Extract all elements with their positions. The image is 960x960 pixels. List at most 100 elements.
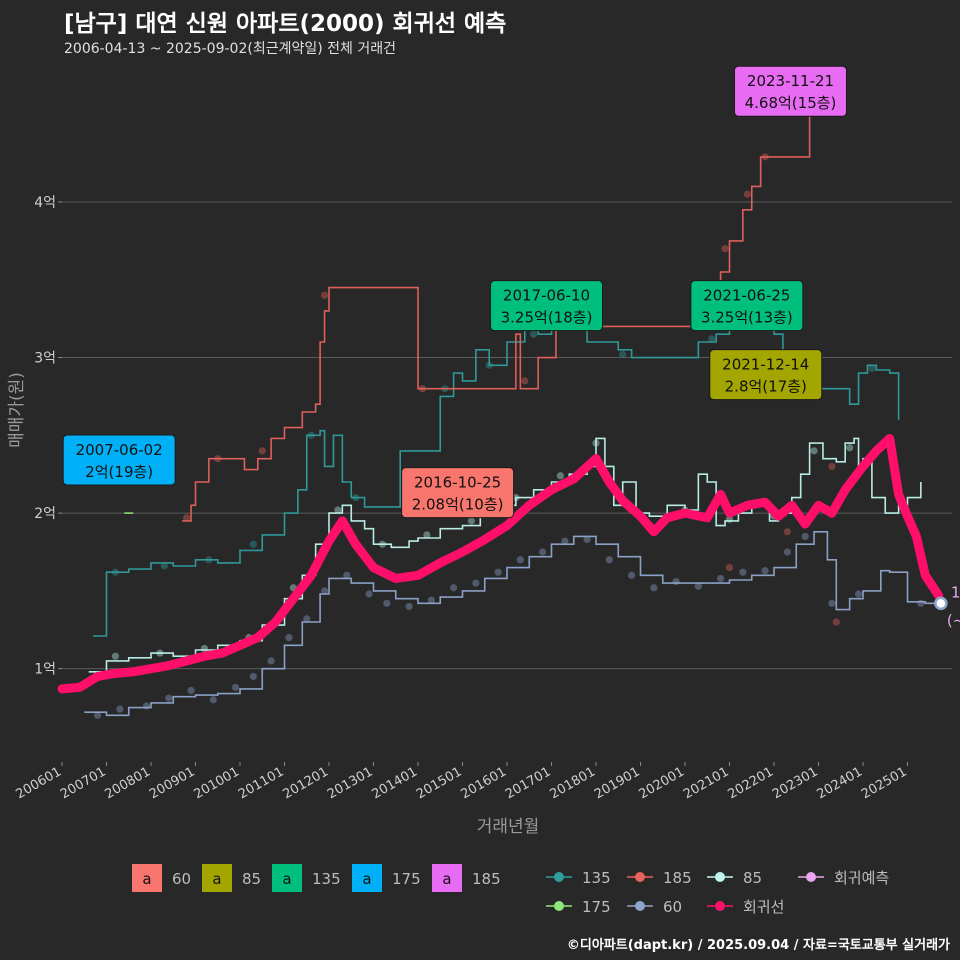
y-tick-label: 3억 [34, 351, 56, 367]
legend-point-swatch [554, 872, 564, 882]
legend-fill-key: a [282, 870, 291, 888]
legend-point-swatch [715, 872, 725, 882]
x-tick-label: 200801 [103, 764, 153, 802]
scatter-point-60 [94, 711, 102, 719]
scatter-point-60 [561, 537, 569, 545]
legend-fill-label: 175 [392, 870, 421, 888]
scatter-point-60 [405, 602, 413, 611]
callout-box [490, 280, 604, 332]
scatter-point-60 [761, 567, 769, 575]
scatter-point-185 [783, 528, 791, 536]
scatter-point-135 [619, 350, 627, 359]
scatter-point-185 [725, 563, 734, 572]
callout-value: 2억(19층) [85, 463, 153, 481]
scatter-point-185 [258, 447, 266, 455]
scatter-point-60 [650, 584, 658, 592]
scatter-point-60 [249, 672, 257, 681]
legend-point-swatch [635, 872, 645, 882]
x-tick-label: 201501 [414, 764, 464, 802]
forecast-value-label: 14,225 [951, 583, 960, 601]
callout-label: 2007-06-02 2억(19층) [62, 434, 176, 486]
callout-box [709, 349, 823, 401]
callout-value: 4.68억(15층) [745, 94, 837, 112]
scatter-point-185 [721, 245, 729, 253]
scatter-point-60 [917, 599, 925, 607]
scatter-point-60 [605, 556, 613, 564]
scatter-point-185 [183, 514, 191, 522]
scatter-point-135 [249, 540, 257, 548]
scatter-point-185 [743, 190, 751, 198]
scatter-point-60 [450, 584, 458, 592]
line-layer [57, 95, 948, 717]
scatter-layer [94, 92, 925, 719]
x-tick-label: 202201 [726, 764, 776, 802]
scatter-point-135 [708, 335, 716, 343]
label-layer: 14,225(~60㎡)2007-06-022억(19층)2016-10-252… [62, 65, 960, 629]
scatter-point-85 [423, 531, 431, 539]
scatter-point-185 [832, 618, 840, 626]
callout-label: 2017-06-10 3.25억(18층) [490, 280, 604, 332]
callout-value: 2.08억(10층) [412, 496, 504, 514]
callout-value: 2.8억(17층) [725, 378, 807, 396]
legend-fill-label: 135 [312, 870, 341, 888]
x-tick-label: 202301 [770, 764, 820, 802]
scatter-point-135 [160, 562, 168, 570]
legend-line-label: 회귀선 [743, 898, 784, 916]
grid-layer [62, 201, 952, 670]
legend-line-label: 185 [663, 869, 692, 887]
x-tick-label: 201001 [192, 764, 242, 802]
scatter-point-185 [320, 291, 329, 299]
regression-line [57, 433, 944, 694]
callout-date: 2007-06-02 [76, 441, 163, 459]
x-tick-label: 202001 [637, 764, 687, 802]
callout-label: 2023-11-21 4.68억(15층) [734, 65, 847, 117]
scatter-point-85 [111, 652, 119, 660]
scatter-point-60 [801, 532, 809, 541]
legend-line-label: 85 [743, 869, 762, 887]
legend-fill-key: a [142, 870, 151, 888]
x-tick-label: 200601 [14, 764, 64, 802]
callout-date: 2023-11-21 [747, 72, 834, 90]
x-tick-label: 201701 [503, 764, 553, 802]
legend-fill-key: a [442, 870, 451, 888]
callout-date: 2016-10-25 [414, 474, 501, 492]
chart-subtitle: 2006-04-13 ~ 2025-09-02(최근계약일) 전체 거래건 [64, 41, 396, 57]
scatter-point-60 [285, 633, 293, 642]
chart-title: [남구] 대연 신원 아파트(2000) 회귀선 예측 [64, 11, 507, 37]
legend-layer: a 60 a 85 a 135 a 175 a 185 135 185 85 회귀예측 175 60 회귀선 [132, 864, 889, 916]
scatter-point-60 [365, 590, 373, 598]
callout-box [62, 434, 176, 486]
legend-line-label: 135 [582, 869, 611, 887]
scatter-point-60 [672, 577, 680, 586]
scatter-point-60 [231, 683, 240, 691]
scatter-point-135 [530, 330, 538, 338]
callout-box [401, 467, 515, 519]
legend-fill-swatch [202, 864, 232, 892]
scatter-point-60 [717, 574, 725, 583]
scatter-point-85 [810, 447, 818, 455]
scatter-point-60 [187, 686, 195, 695]
legend-line-label: 60 [663, 898, 682, 916]
y-axis-title: 매매가(원) [7, 372, 27, 448]
scatter-point-85 [200, 644, 208, 653]
callout-box [734, 65, 847, 117]
scatter-point-60 [303, 615, 311, 623]
legend-fill-swatch [352, 864, 382, 892]
legend-fill-key: a [362, 870, 371, 888]
callout-date: 2017-06-10 [503, 287, 590, 305]
scatter-point-60 [427, 596, 435, 604]
legend-fill-key: a [212, 870, 221, 888]
scatter-point-60 [854, 590, 863, 598]
scatter-point-60 [383, 599, 391, 607]
series-line-60 [84, 530, 940, 717]
callout-label: 2016-10-25 2.08억(10층) [401, 467, 515, 519]
y-tick-label: 4억 [34, 195, 56, 211]
scatter-point-60 [739, 568, 747, 576]
legend-fill-label: 60 [172, 870, 191, 888]
y-tick-label: 1억 [34, 662, 56, 678]
callout-box [690, 280, 804, 332]
callout-value: 3.25억(18층) [501, 309, 593, 327]
legend-point-swatch [715, 901, 725, 911]
callout-date: 2021-12-14 [722, 356, 809, 374]
x-tick-label: 201101 [236, 764, 286, 802]
